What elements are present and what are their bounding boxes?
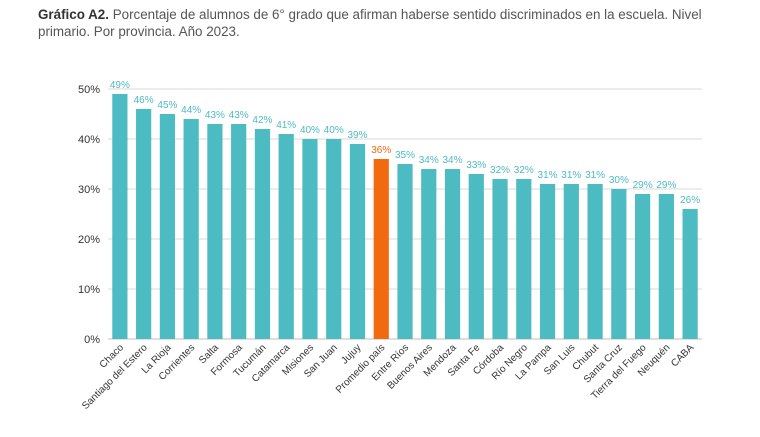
bar <box>373 159 389 339</box>
bar <box>516 179 532 339</box>
y-tick-label: 0% <box>84 334 100 346</box>
y-tick-label: 20% <box>78 234 100 246</box>
data-label: 33% <box>466 160 486 171</box>
bar <box>349 144 366 339</box>
data-label: 43% <box>229 110 249 121</box>
data-label: 30% <box>609 175 629 186</box>
data-label: 49% <box>110 80 130 91</box>
data-label: 31% <box>538 170 558 181</box>
bar <box>421 169 437 339</box>
data-label: 35% <box>395 150 415 161</box>
x-tick-label: CABA <box>669 342 696 369</box>
bar <box>136 109 152 339</box>
bar <box>207 124 223 339</box>
data-label: 32% <box>490 165 510 176</box>
data-label: 36% <box>371 145 391 156</box>
data-labels: 49%46% 45% 44% 43% 43% 42% 41% 40% 40% 39%36% 35% 3… <box>110 80 700 206</box>
data-label: 40% <box>324 125 344 136</box>
y-tick-label: 50% <box>78 84 100 96</box>
data-label: 31% <box>585 170 605 181</box>
data-label: 34% <box>419 155 439 166</box>
bar <box>492 179 508 339</box>
data-label: 39% <box>347 130 367 141</box>
data-label: 29% <box>656 180 676 191</box>
bar <box>183 119 199 339</box>
bars <box>112 94 698 339</box>
data-label: 43% <box>205 110 225 121</box>
bar <box>468 174 484 339</box>
bar <box>278 134 294 339</box>
y-axis-ticks: 0% 10% 20% 30% 40% 50% <box>78 84 100 346</box>
bar <box>611 189 627 339</box>
data-label: 26% <box>680 195 700 206</box>
bar <box>682 209 698 339</box>
bar <box>587 184 603 339</box>
y-tick-label: 30% <box>78 184 100 196</box>
y-tick-label: 10% <box>78 284 100 296</box>
data-label: 44% <box>181 105 201 116</box>
data-label: 29% <box>633 180 653 191</box>
data-label: 32% <box>514 165 534 176</box>
caption-label: Gráfico A2. <box>38 7 109 22</box>
bar <box>112 94 128 339</box>
bar <box>444 169 461 339</box>
data-label: 31% <box>561 170 581 181</box>
bar <box>634 194 651 339</box>
bar <box>231 124 247 339</box>
data-label: 41% <box>276 120 296 131</box>
bar <box>302 139 318 339</box>
bar <box>326 139 342 339</box>
bar <box>563 184 579 339</box>
data-label: 46% <box>134 95 154 106</box>
data-label: 42% <box>252 115 272 126</box>
caption-text: Porcentaje de alumnos de 6° grado que af… <box>38 7 702 39</box>
bar <box>397 164 413 339</box>
bar <box>254 129 271 339</box>
data-label: 34% <box>443 155 463 166</box>
bar <box>539 184 556 339</box>
y-tick-label: 40% <box>78 134 100 146</box>
bar <box>159 114 176 339</box>
bar <box>658 194 674 339</box>
data-label: 45% <box>157 100 177 111</box>
data-label: 40% <box>300 125 320 136</box>
chart-caption: Gráfico A2. Porcentaje de alumnos de 6° … <box>38 6 728 40</box>
